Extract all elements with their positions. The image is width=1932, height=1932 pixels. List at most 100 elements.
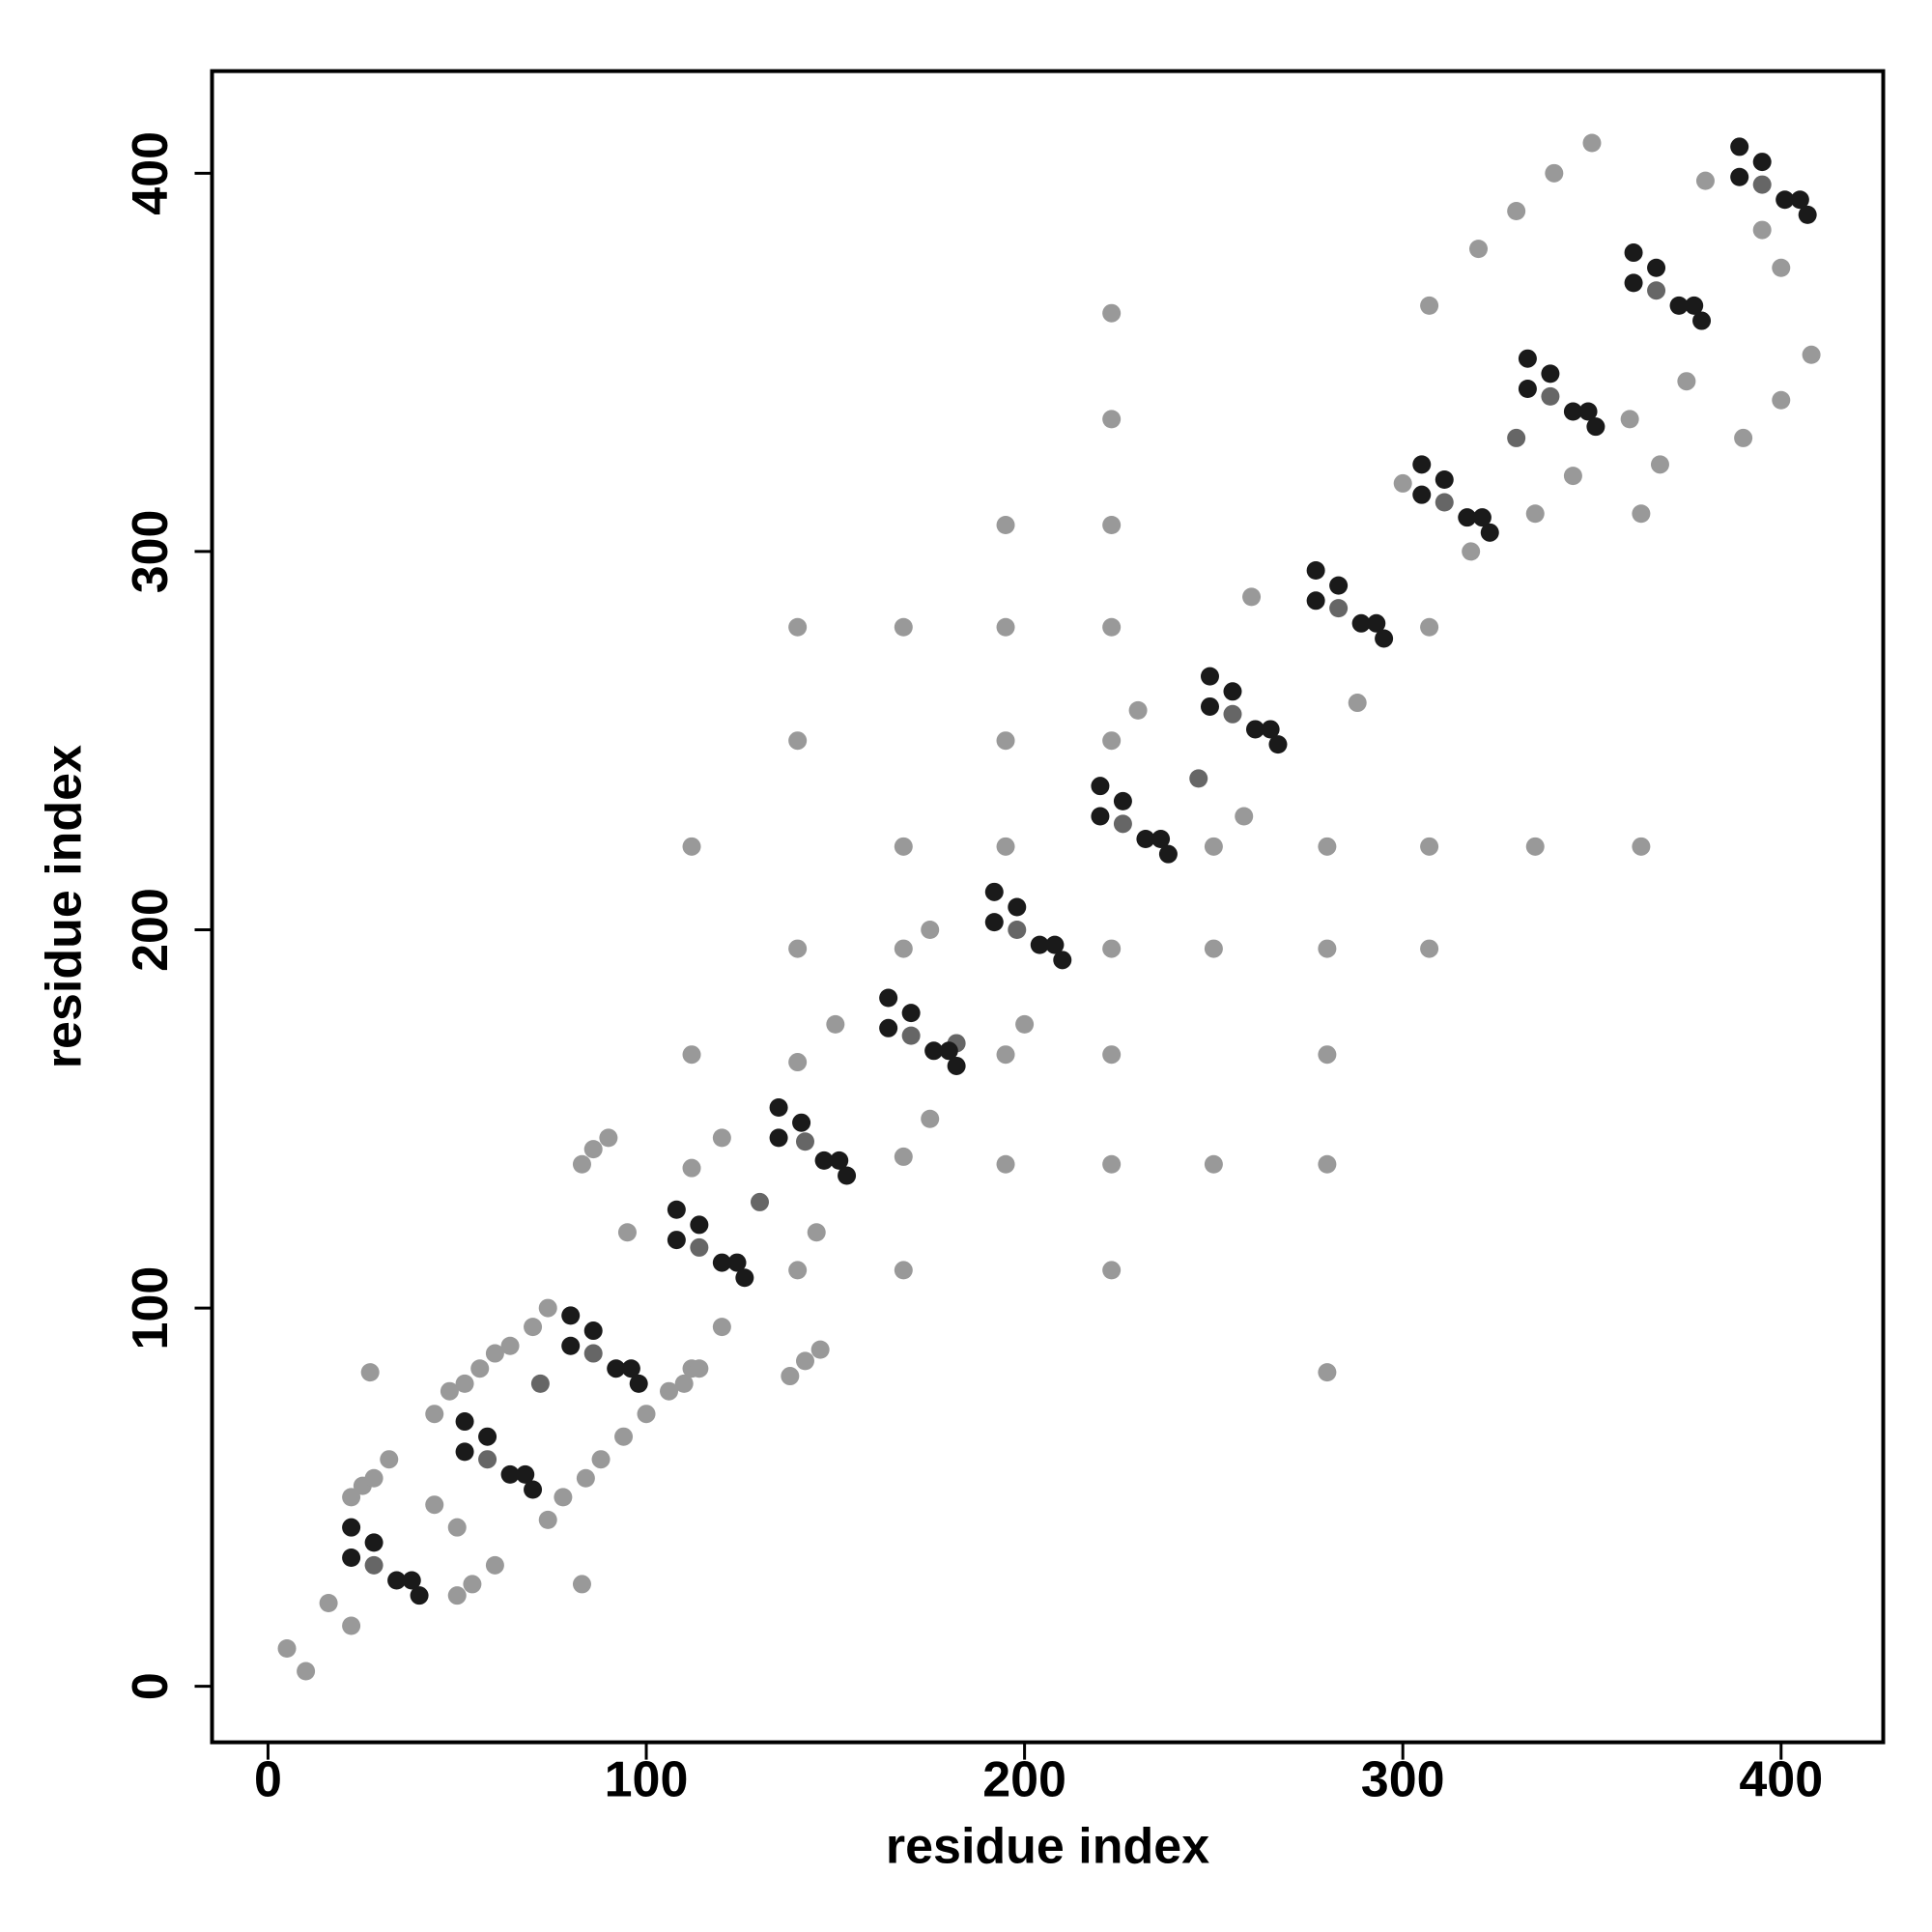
point [1541,386,1560,406]
point [1632,837,1651,856]
point [1204,939,1223,958]
point [500,1336,520,1355]
point [830,1151,849,1170]
point [1318,939,1337,958]
point [554,1488,573,1507]
point [682,1158,701,1178]
point [538,1298,557,1318]
point [879,988,898,1008]
point [1367,613,1386,633]
point [1620,410,1639,429]
point [617,1223,637,1242]
point [814,1151,834,1170]
point [807,1223,826,1242]
point [1091,777,1110,796]
y-tick-label: 100 [123,1266,179,1350]
point [1798,205,1817,224]
point [810,1340,830,1359]
point [447,1586,467,1605]
point [1480,523,1499,542]
point [478,1427,497,1446]
point [561,1336,581,1355]
point [1677,372,1696,391]
point [1375,629,1394,648]
point [674,1374,694,1393]
point [485,1555,504,1575]
point [1045,935,1065,954]
point [1102,515,1122,534]
point [921,920,940,939]
point [629,1374,648,1393]
point [788,617,808,637]
point [996,1154,1015,1174]
point [1730,137,1749,156]
point [470,1359,490,1378]
point [1563,402,1582,421]
x-tick-label: 100 [605,1751,689,1807]
point [1685,296,1704,315]
point [1268,735,1288,754]
point [1435,493,1454,512]
x-tick-label: 300 [1361,1751,1445,1807]
y-tick-label: 400 [123,131,179,215]
point [440,1381,459,1401]
point [607,1359,626,1378]
point [788,731,808,751]
point [1113,814,1132,834]
point [1545,163,1564,183]
point [1223,682,1242,701]
point [614,1427,634,1446]
point [1102,1261,1122,1280]
point [894,837,913,856]
point [342,1616,361,1635]
point [690,1215,709,1235]
point [1204,837,1223,856]
point [1189,769,1208,788]
x-tick-label: 200 [982,1751,1066,1807]
point [1329,576,1349,595]
point [1242,587,1262,607]
point [879,1018,898,1037]
point [1462,542,1481,561]
point [1776,190,1795,210]
point [1772,390,1791,410]
point [984,882,1004,901]
point [1102,939,1122,958]
point [342,1548,361,1568]
point [1420,296,1439,315]
point [894,1261,913,1280]
point [621,1359,640,1378]
point [795,1132,814,1151]
point [1245,720,1264,739]
point [1632,504,1651,524]
point [1235,807,1254,826]
point [583,1344,603,1363]
point [1008,897,1027,917]
point [996,837,1015,856]
point [1200,696,1219,716]
point [795,1351,814,1371]
point [939,1041,958,1061]
point [516,1464,535,1484]
point [572,1575,591,1594]
y-tick-label: 200 [123,888,179,972]
point [342,1518,361,1537]
point [538,1510,557,1529]
point [387,1571,407,1590]
point [425,1495,444,1515]
point [583,1321,603,1341]
point [667,1231,686,1250]
point [1752,175,1772,194]
point [735,1268,754,1288]
point [788,1053,808,1072]
point [788,1261,808,1280]
point [901,1026,921,1045]
point [500,1464,520,1484]
point [364,1533,384,1552]
point [1223,704,1242,724]
point [1351,613,1371,633]
x-axis-title: residue index [886,1819,1209,1875]
point [1008,920,1027,939]
plot-frame [210,69,1886,1745]
